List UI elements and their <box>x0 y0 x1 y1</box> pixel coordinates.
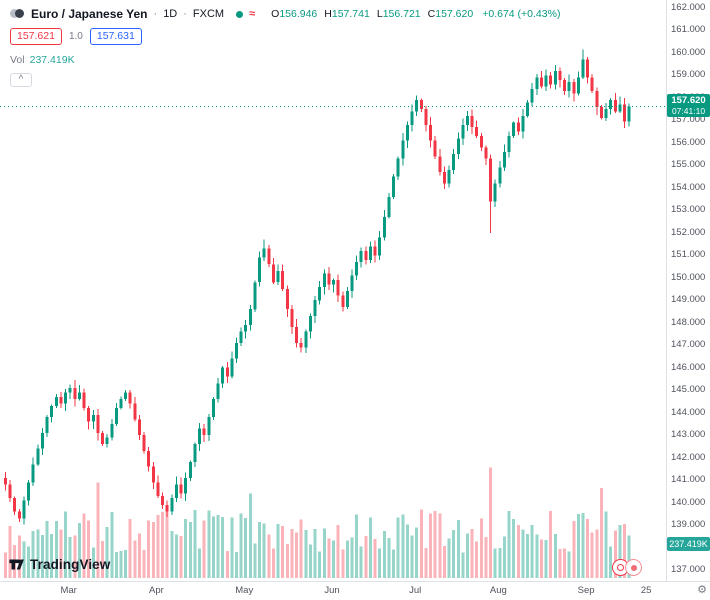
indicator-dot-icon[interactable] <box>236 10 244 18</box>
price-axis-label: 154.000 <box>671 181 706 193</box>
bar-countdown: 07:41:10 <box>671 106 706 117</box>
price-axis-label: 146.000 <box>671 361 706 373</box>
price-axis-label: 150.000 <box>671 271 706 283</box>
floating-action-buttons[interactable] <box>612 559 642 576</box>
price-axis-label: 162.000 <box>671 2 706 13</box>
time-axis-label: Mar <box>60 585 77 596</box>
price-axis-label: 144.000 <box>671 406 706 418</box>
spread-value: 1.0 <box>68 31 83 42</box>
price-axis-label: 141.000 <box>671 474 706 486</box>
candles-layer <box>4 49 631 525</box>
volume-indicator-label: Vol <box>10 54 25 66</box>
close-label: C <box>427 8 436 20</box>
last-price-value: 157.620 <box>671 95 706 107</box>
collapse-indicators-button[interactable]: ^ <box>10 73 32 87</box>
change-value: +0.674 (+0.43%) <box>482 8 561 20</box>
time-axis-label: Jun <box>324 585 340 596</box>
volume-axis-label: 237.419K <box>667 537 710 551</box>
price-axis-label: 145.000 <box>671 384 706 396</box>
price-axis-label: 156.000 <box>671 136 706 148</box>
time-axis-label: Jul <box>409 585 422 596</box>
tradingview-logo-icon <box>9 559 24 570</box>
separator-dot: · <box>183 8 187 20</box>
tradingview-logo-text: TradingView <box>30 557 111 572</box>
buy-price-button[interactable]: 157.631 <box>89 28 142 45</box>
price-axis-label: 160.000 <box>671 46 706 58</box>
time-axis-label: 25 <box>640 585 652 596</box>
price-axis-label: 153.000 <box>671 204 706 216</box>
price-axis-label: 137.000 <box>671 564 706 575</box>
symbol-logo-icon[interactable] <box>10 9 25 19</box>
price-axis-label: 149.000 <box>671 294 706 306</box>
price-axis-label: 155.000 <box>671 159 706 171</box>
time-axis-label: Aug <box>489 585 507 596</box>
low-label: L <box>376 8 383 20</box>
price-axis[interactable]: 162.000161.000160.000159.000158.000157.0… <box>666 0 710 581</box>
price-axis-label: 161.000 <box>671 24 706 36</box>
open-value: 156.946 <box>279 8 318 20</box>
price-axis-label: 147.000 <box>671 339 706 351</box>
separator-dot: · <box>153 8 158 20</box>
price-axis-label: 139.000 <box>671 519 706 531</box>
price-axis-label: 142.000 <box>671 451 706 463</box>
volume-indicator-value: 237.419K <box>29 54 75 66</box>
high-value: 157.741 <box>331 8 370 20</box>
exchange-label[interactable]: FXCM <box>192 8 225 20</box>
price-axis-label: 151.000 <box>671 249 706 261</box>
price-axis-label: 157.000 <box>671 114 706 126</box>
price-axis-label: 140.000 <box>671 496 706 508</box>
last-price-axis-label: 157.620 07:41:10 <box>667 94 710 118</box>
alert-circle-icon[interactable] <box>612 559 629 576</box>
timeframe-label[interactable]: 1D <box>163 8 178 20</box>
low-value: 156.721 <box>382 8 421 20</box>
time-axis-label: Sep <box>577 585 595 596</box>
price-axis-label: 159.000 <box>671 69 706 81</box>
chart-legend: Euro / Japanese Yen · 1D · FXCM ≈ O156.9… <box>10 7 560 87</box>
price-axis-label: 152.000 <box>671 226 706 238</box>
time-axis[interactable]: Mar Apr May Jun Jul Aug Sep 25 <box>0 581 710 600</box>
time-axis-label: May <box>235 585 254 596</box>
volume-layer <box>4 467 631 578</box>
time-axis-label: Apr <box>149 585 164 596</box>
sell-price-button[interactable]: 157.621 <box>10 28 62 45</box>
ohlc-readout: O156.946 H157.741 L156.721 C157.620 +0.6… <box>271 8 560 20</box>
tradingview-logo[interactable]: TradingView <box>8 556 110 573</box>
indicator-wave-icon[interactable]: ≈ <box>249 8 256 20</box>
price-axis-label: 148.000 <box>671 316 706 328</box>
symbol-title[interactable]: Euro / Japanese Yen <box>31 7 148 21</box>
price-axis-label: 143.000 <box>671 429 706 441</box>
axis-settings-gear-icon[interactable]: ⚙ <box>697 583 707 596</box>
open-label: O <box>271 8 280 20</box>
high-label: H <box>324 8 332 20</box>
close-value: 157.620 <box>435 8 474 20</box>
record-circle-icon[interactable] <box>625 559 642 576</box>
